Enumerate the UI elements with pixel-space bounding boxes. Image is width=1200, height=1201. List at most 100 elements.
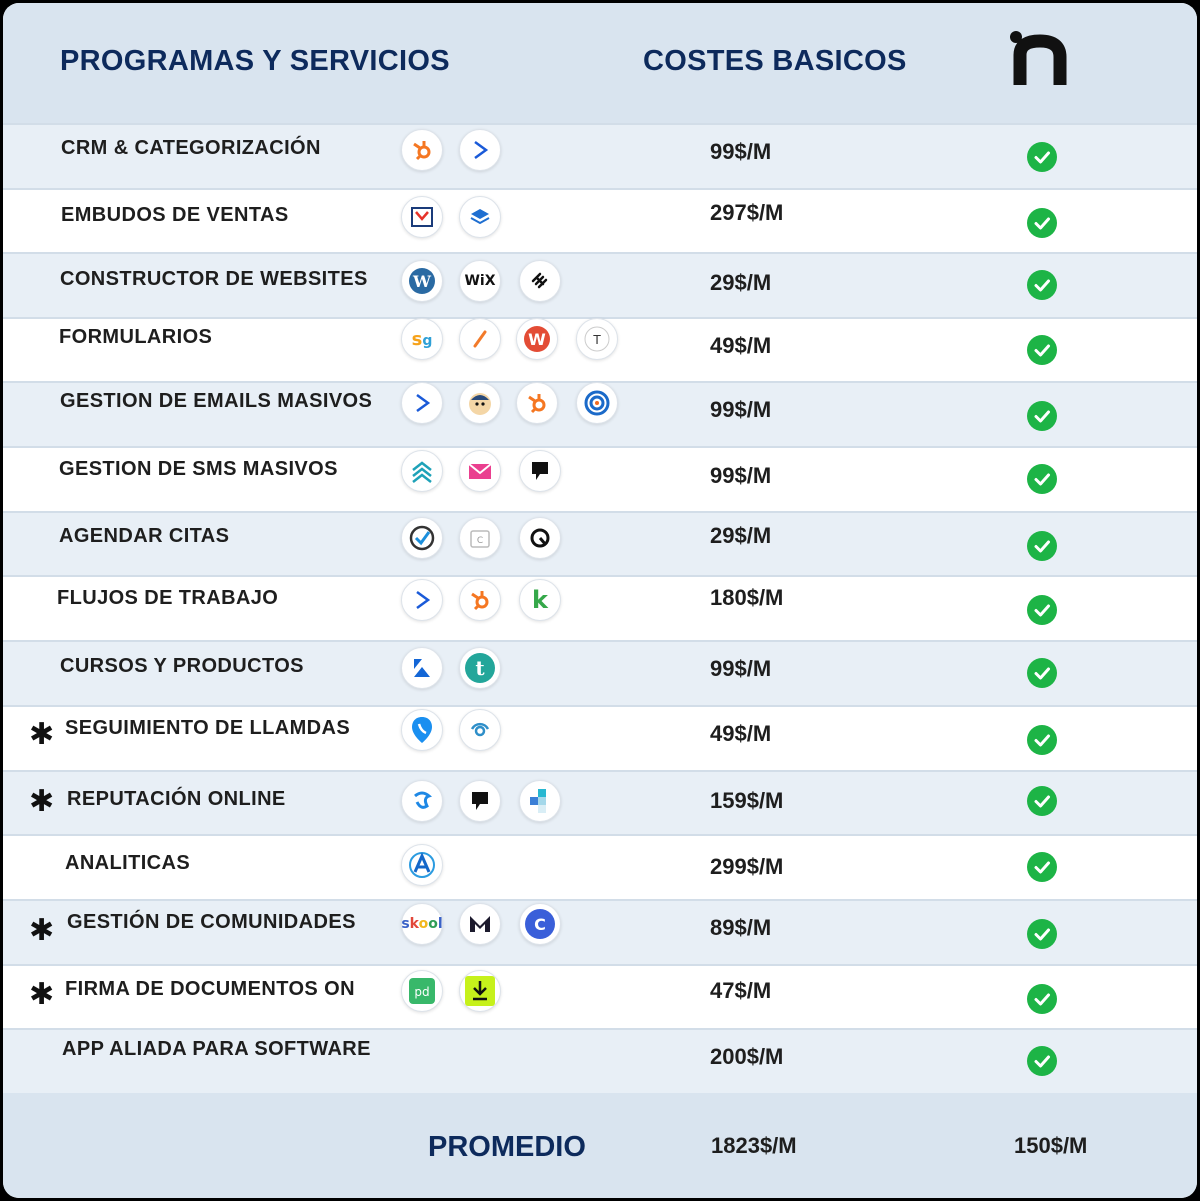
price-value: 89$/M — [710, 915, 772, 940]
price-value: 159$/M — [710, 788, 784, 813]
service-label: FIRMA DE DOCUMENTOS ON — [65, 978, 355, 1000]
constant-contact-icon — [576, 382, 618, 424]
table-row: ✱ FIRMA DE DOCUMENTOS ON pd 47$/M — [3, 964, 1197, 1030]
wufoo-icon: W — [516, 318, 558, 360]
footer-total: 1823$/M — [711, 1133, 797, 1158]
check-icon — [1027, 142, 1057, 172]
mailchimp-icon — [459, 382, 501, 424]
wordpress-icon: W — [401, 260, 443, 302]
service-label: CONSTRUCTOR DE WEBSITES — [60, 268, 368, 290]
surveygizmo-icon: sg — [401, 318, 443, 360]
download-icon — [459, 970, 501, 1012]
service-label: ANALITICAS — [65, 852, 191, 874]
check-icon — [1027, 270, 1057, 300]
service-label: EMBUDOS DE VENTAS — [61, 204, 289, 226]
table-row: FLUJOS DE TRABAJO k 180$/M — [3, 575, 1197, 642]
pandadoc-icon: pd — [401, 970, 443, 1012]
check-icon — [1027, 401, 1057, 431]
svg-text:T: T — [592, 333, 601, 347]
service-label: CRM & CATEGORIZACIÓN — [61, 137, 321, 159]
kajabi-icon — [401, 647, 443, 689]
check-icon — [1027, 335, 1057, 365]
n-logo-icon — [1010, 31, 1067, 85]
price-value: 299$/M — [710, 854, 784, 879]
layers-icon — [459, 196, 501, 238]
price-value: 99$/M — [710, 139, 772, 164]
price-value: 49$/M — [710, 721, 772, 746]
header-programs: PROGRAMAS Y SERVICIOS — [60, 45, 450, 77]
table-header: PROGRAMAS Y SERVICIOS COSTES BASICOS — [3, 3, 1197, 123]
footer-brand-price: 150$/M — [1014, 1133, 1088, 1158]
price-value: 180$/M — [710, 585, 784, 610]
table-row: ✱ SEGUIMIENTO DE LLAMDAS 49$/M — [3, 705, 1197, 772]
table-row: CRM & CATEGORIZACIÓN 99$/M — [3, 123, 1197, 190]
footer-label: PROMEDIO — [428, 1131, 586, 1163]
envelope-icon — [459, 450, 501, 492]
mighty-icon — [459, 903, 501, 945]
header-costs: COSTES BASICOS — [643, 45, 907, 77]
table-row: ANALITICAS 299$/M — [3, 834, 1197, 901]
check-icon — [1027, 464, 1057, 494]
podium-icon — [519, 450, 561, 492]
table-row: FORMULARIOS sg W T 49$/M — [3, 317, 1197, 383]
keap-icon: k — [519, 579, 561, 621]
svg-text:t: t — [475, 656, 485, 680]
callrail-icon — [401, 709, 443, 751]
price-value: 200$/M — [710, 1044, 784, 1069]
service-label: GESTION DE EMAILS MASIVOS — [60, 390, 373, 412]
activecampaign-icon — [459, 129, 501, 171]
svg-text:W: W — [412, 272, 432, 291]
table-row: GESTION DE SMS MASIVOS 99$/M — [3, 446, 1197, 513]
pricing-comparison-card: PROGRAMAS Y SERVICIOS COSTES BASICOS CRM… — [3, 3, 1197, 1198]
price-value: 47$/M — [710, 978, 772, 1003]
table-row: CONSTRUCTOR DE WEBSITES W WiX 29$/M — [3, 252, 1197, 319]
calendly-icon: C — [459, 517, 501, 559]
squarespace-icon — [519, 260, 561, 302]
typeform-icon: T — [576, 318, 618, 360]
asterisk-icon: ✱ — [29, 978, 55, 1011]
table-row: ✱ REPUTACIÓN ONLINE 159$/M — [3, 770, 1197, 836]
table-footer: PROMEDIO 1823$/M 150$/M — [3, 1093, 1197, 1198]
price-value: 99$/M — [710, 397, 772, 422]
activecampaign-icon — [401, 579, 443, 621]
table-row: CURSOS Y PRODUCTOS t 99$/M — [3, 640, 1197, 707]
service-label: AGENDAR CITAS — [59, 525, 230, 547]
sms-wave-icon — [401, 450, 443, 492]
skool-icon: skool — [401, 903, 443, 945]
clickfunnels-icon — [401, 196, 443, 238]
svg-text:pd: pd — [414, 985, 429, 999]
price-value: 99$/M — [710, 656, 772, 681]
asterisk-icon: ✱ — [29, 785, 55, 818]
table-row: ✱ GESTIÓN DE COMUNIDADES skool C 89$/M — [3, 899, 1197, 966]
jotform-icon — [459, 318, 501, 360]
service-label: FORMULARIOS — [59, 326, 213, 348]
check-icon — [1027, 919, 1057, 949]
asterisk-icon: ✱ — [29, 914, 55, 947]
table-row: APP ALIADA PARA SOFTWARE 200$/M — [3, 1028, 1197, 1095]
check-icon — [1027, 984, 1057, 1014]
check-icon — [1027, 852, 1057, 882]
hubspot-icon — [516, 382, 558, 424]
service-label: CURSOS Y PRODUCTOS — [60, 655, 304, 677]
price-value: 49$/M — [710, 333, 772, 358]
check-icon — [1027, 595, 1057, 625]
check-icon — [1027, 208, 1057, 238]
price-value: 99$/M — [710, 463, 772, 488]
check-icon — [1027, 531, 1057, 561]
birdeye-icon — [401, 780, 443, 822]
check-icon — [1027, 725, 1057, 755]
wix-icon: WiX — [459, 260, 501, 302]
acuity-icon — [401, 517, 443, 559]
podium-icon — [459, 780, 501, 822]
circle-icon: C — [519, 903, 561, 945]
service-label: FLUJOS DE TRABAJO — [57, 587, 279, 609]
check-icon — [1027, 786, 1057, 816]
service-label: GESTIÓN DE COMUNIDADES — [67, 911, 356, 933]
yext-icon — [519, 780, 561, 822]
svg-text:C: C — [534, 915, 546, 934]
service-label: APP ALIADA PARA SOFTWARE — [62, 1038, 371, 1060]
svg-text:W: W — [528, 330, 546, 349]
price-value: 29$/M — [710, 270, 772, 295]
table-row: GESTION DE EMAILS MASIVOS 99$/M — [3, 381, 1197, 448]
hubspot-icon — [401, 129, 443, 171]
